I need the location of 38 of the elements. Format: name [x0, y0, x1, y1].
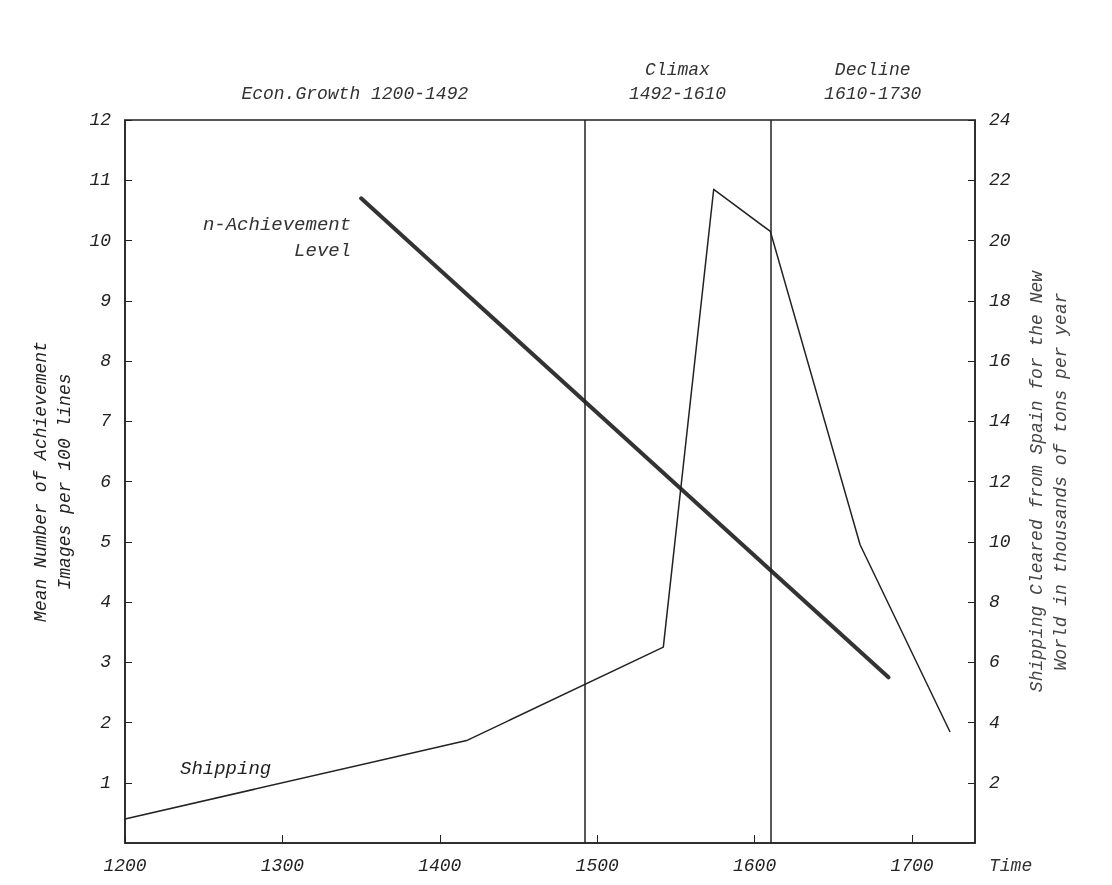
y-tick-label: 11 — [89, 170, 111, 191]
series-label: Shipping — [180, 757, 272, 780]
y-tick-label: 1 — [100, 772, 111, 793]
y-tick-label: 6 — [100, 471, 112, 492]
y-tick-label: 7 — [100, 411, 112, 432]
series-label: n-Achievement Level — [202, 214, 352, 263]
y-tick-label: 12 — [89, 110, 112, 130]
x-tick-label: 1600 — [733, 856, 777, 876]
y2-tick-label: 24 — [989, 110, 1011, 130]
y2-tick-label: 2 — [989, 772, 1000, 793]
text: Climax 1492-1610 — [628, 60, 727, 104]
y-axis-title: Mean Number of Achievement Images per 100 lines — [31, 341, 75, 622]
y2-tick-label: 10 — [989, 531, 1011, 552]
x-tick-label: 1300 — [260, 856, 305, 876]
y2-tick-label: 18 — [989, 290, 1011, 311]
y-tick-label: 8 — [100, 351, 112, 371]
y2-tick-label: 8 — [989, 592, 1000, 612]
y-tick-label: 2 — [100, 712, 112, 733]
x-tick-label: 1700 — [890, 856, 934, 876]
y-tick-label: 5 — [100, 531, 112, 552]
x-tick-label: 1200 — [103, 856, 147, 876]
y2-tick-label: 6 — [989, 652, 1000, 673]
y-tick-label: 10 — [89, 230, 112, 251]
text: Decline 1610-1730 — [824, 60, 922, 104]
y-tick-label: 4 — [100, 592, 111, 612]
y2-tick-label: 20 — [989, 230, 1011, 251]
y-tick-label: 3 — [100, 652, 112, 673]
y2-tick-label: 12 — [989, 471, 1011, 492]
x-tick-label: 1400 — [418, 856, 462, 876]
y2-tick-label: 16 — [989, 351, 1011, 371]
x-axis-title: Time — [989, 856, 1033, 876]
x-tick-label: 1500 — [575, 856, 620, 876]
y-tick-label: 9 — [100, 290, 112, 311]
y2-tick-label: 14 — [989, 411, 1011, 432]
y2-axis-title: Shipping Cleared from Spain for the New World in thousands of tons per year — [1027, 269, 1071, 693]
y2-tick-label: 22 — [989, 170, 1011, 191]
text: Econ.Growth 1200-1492 — [241, 84, 469, 104]
y2-tick-label: 4 — [989, 712, 1000, 733]
